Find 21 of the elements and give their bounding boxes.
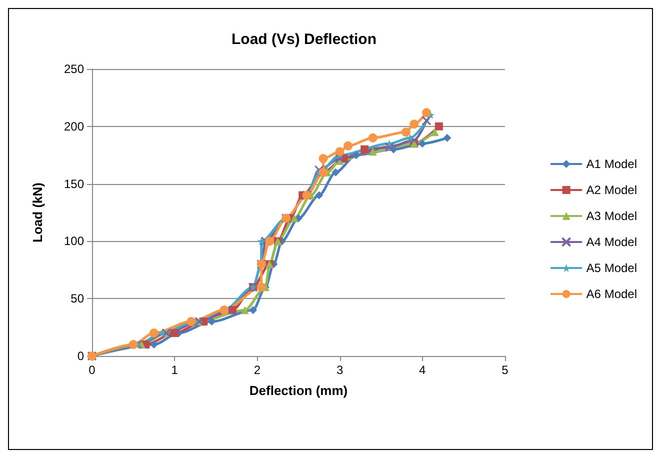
y-tick-label: 100 [64, 234, 84, 248]
y-tick-label: 250 [64, 62, 84, 76]
legend-label: A6 Model [586, 287, 638, 301]
chart-title: Load (Vs) Deflection [231, 31, 377, 48]
x-tick-label: 5 [502, 363, 509, 377]
x-tick-label: 0 [88, 363, 96, 377]
y-tick-label: 0 [77, 349, 84, 363]
legend-label: A1 Model [586, 157, 638, 171]
legend-label: A4 Model [586, 235, 638, 249]
y-tick-label: 200 [64, 119, 84, 134]
x-axis-title: Deflection (mm) [249, 383, 348, 398]
x-tick-label: 4 [419, 363, 426, 377]
y-tick-label: 150 [64, 176, 84, 191]
x-tick-label: 2 [254, 363, 261, 377]
legend-label: A2 Model [586, 183, 638, 197]
y-axis-title: Load (kN) [30, 182, 45, 242]
legend-label: A3 Model [586, 209, 638, 223]
y-tick-label: 50 [70, 292, 84, 306]
x-tick-label: 1 [171, 363, 178, 377]
legend-label: A5 Model [586, 261, 638, 275]
x-tick-label: 3 [336, 363, 344, 377]
